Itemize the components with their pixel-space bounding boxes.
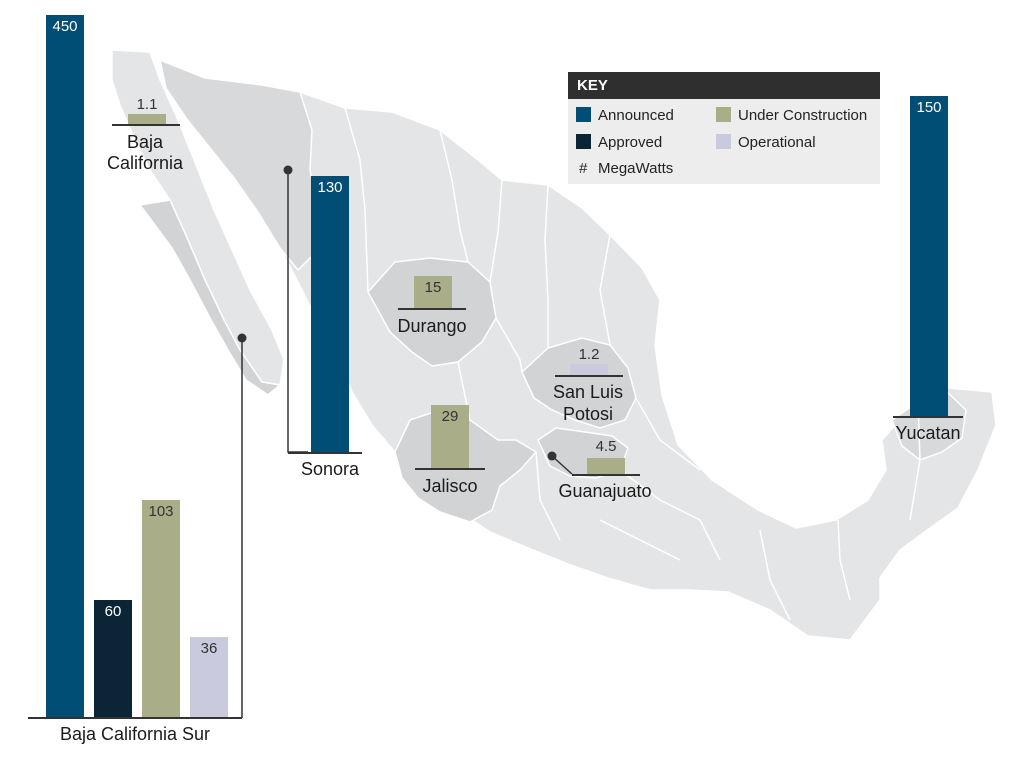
bar-value-durango: 15 [424, 279, 442, 296]
legend-unit-symbol: # [579, 160, 588, 177]
bar-value-slp: 1.2 [578, 346, 600, 363]
legend-label-approved: Approved [598, 134, 663, 151]
state-label-bcs: Baja California Sur [59, 724, 211, 744]
bar-sonora-announced: 130 [311, 176, 349, 452]
legend-item-approved: Approved [576, 134, 662, 152]
baseline-bcs [28, 717, 242, 719]
bar-value-guanajuato: 4.5 [595, 438, 617, 455]
bar-slp-operational [570, 364, 608, 376]
map-state-sonora [158, 58, 319, 272]
bar-value-bcs-approved: 60 [104, 603, 122, 620]
legend-label-operational: Operational [738, 134, 816, 151]
bar-value-bcs-under-construction: 103 [148, 503, 174, 520]
state-label-guanajuato: Guanajuato [558, 481, 652, 501]
legend-label-announced: Announced [598, 107, 674, 124]
bar-value-yucatan-announced: 150 [916, 99, 942, 116]
legend-item-under-construction: Under Construction [716, 107, 867, 125]
state-label-baja-california-line2: California [106, 153, 184, 173]
state-label-slp-line1: San Luis [552, 382, 624, 402]
bar-jalisco-under-construction: 29 [431, 405, 469, 469]
legend-item-operational: Operational [716, 134, 816, 152]
leader-dot-guanajuato [547, 451, 557, 461]
bar-value-jalisco: 29 [441, 408, 459, 425]
baseline-sonora [288, 452, 362, 454]
state-label-sonora: Sonora [300, 459, 360, 479]
legend-swatch-announced [576, 107, 591, 122]
baseline-baja-california [112, 124, 180, 126]
legend-swatch-approved [576, 134, 591, 149]
bar-value-baja-california: 1.1 [136, 96, 158, 113]
bar-guanajuato-under-construction [587, 458, 625, 474]
leader-dot-sonora [283, 165, 293, 175]
map-state-borders [344, 107, 921, 621]
legend-key: KEY Announced Under Construction Approve… [568, 72, 880, 184]
state-label-jalisco: Jalisco [422, 476, 478, 496]
bar-yucatan-announced: 150 [910, 96, 948, 417]
legend-swatch-under-construction [716, 107, 731, 122]
legend-title: KEY [568, 72, 880, 99]
map-state-durango [367, 257, 497, 367]
bar-baja-california-under-construction [128, 114, 166, 125]
bar-value-sonora-announced: 130 [317, 179, 343, 196]
bar-value-bcs-operational: 36 [200, 640, 218, 657]
legend-swatch-operational [716, 134, 731, 149]
legend-label-under-construction: Under Construction [738, 107, 868, 124]
state-label-yucatan: Yucatan [895, 423, 961, 443]
legend-item-announced: Announced [576, 107, 674, 125]
legend-item-unit: # MegaWatts [579, 160, 673, 178]
bar-bcs-approved: 60 [94, 600, 132, 718]
bar-value-bcs-announced: 450 [52, 18, 78, 35]
state-label-slp-line2: Potosi [562, 404, 614, 424]
bar-durango-under-construction: 15 [414, 276, 452, 309]
leader-dot-baja-california-sur [237, 333, 247, 343]
baseline-jalisco [415, 468, 485, 470]
baseline-yucatan [893, 416, 963, 418]
baseline-guanajuato [572, 474, 640, 476]
bar-bcs-under-construction: 103 [142, 500, 180, 718]
bar-bcs-announced: 450 [46, 15, 84, 718]
baseline-slp [555, 375, 623, 377]
baseline-durango [398, 308, 466, 310]
state-label-durango: Durango [397, 316, 467, 336]
map-state-san-luis-potosi [521, 337, 637, 429]
state-label-baja-california-line1: Baja [126, 132, 164, 152]
map-state-baja-california-sur [138, 199, 282, 396]
legend-unit-label: MegaWatts [598, 160, 674, 177]
bar-bcs-operational: 36 [190, 637, 228, 718]
